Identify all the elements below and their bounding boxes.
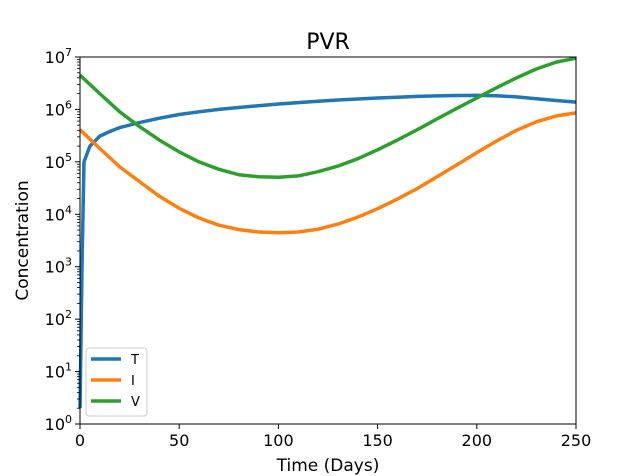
y-tick-label: 103 — [45, 256, 72, 277]
y-tick-label: 102 — [45, 308, 72, 329]
y-tick-label: 107 — [45, 46, 72, 67]
chart-title: PVR — [306, 30, 350, 55]
series-lines — [78, 56, 577, 409]
series-line-I — [78, 111, 577, 235]
y-tick-label: 105 — [45, 151, 72, 172]
y-tick-label: 104 — [45, 203, 72, 224]
y-tick-label: 101 — [45, 361, 72, 382]
legend-label-V: V — [131, 395, 140, 410]
x-tick-label: 0 — [75, 431, 85, 450]
series-line-V — [78, 56, 577, 179]
x-tick-label: 50 — [169, 431, 189, 450]
x-tick-label: 250 — [561, 431, 592, 450]
x-tick-label: 200 — [462, 431, 493, 450]
x-axis: 0 50 100 150 200 250 — [75, 424, 591, 450]
y-axis: 100 101 102 103 104 105 106 107 — [45, 46, 80, 434]
x-axis-label: Time (Days) — [276, 456, 380, 476]
y-tick-label: 100 — [45, 413, 72, 434]
series-line-T — [78, 93, 577, 409]
x-tick-label: 150 — [362, 431, 393, 450]
y-axis-label: Concentration — [13, 180, 33, 300]
legend: TIV — [85, 347, 148, 417]
y-tick-label: 106 — [45, 98, 72, 119]
legend-label-T: T — [130, 353, 139, 368]
plot-frame — [79, 56, 577, 425]
legend-box — [85, 347, 148, 417]
x-tick-label: 100 — [263, 431, 294, 450]
legend-label-I: I — [131, 374, 135, 389]
